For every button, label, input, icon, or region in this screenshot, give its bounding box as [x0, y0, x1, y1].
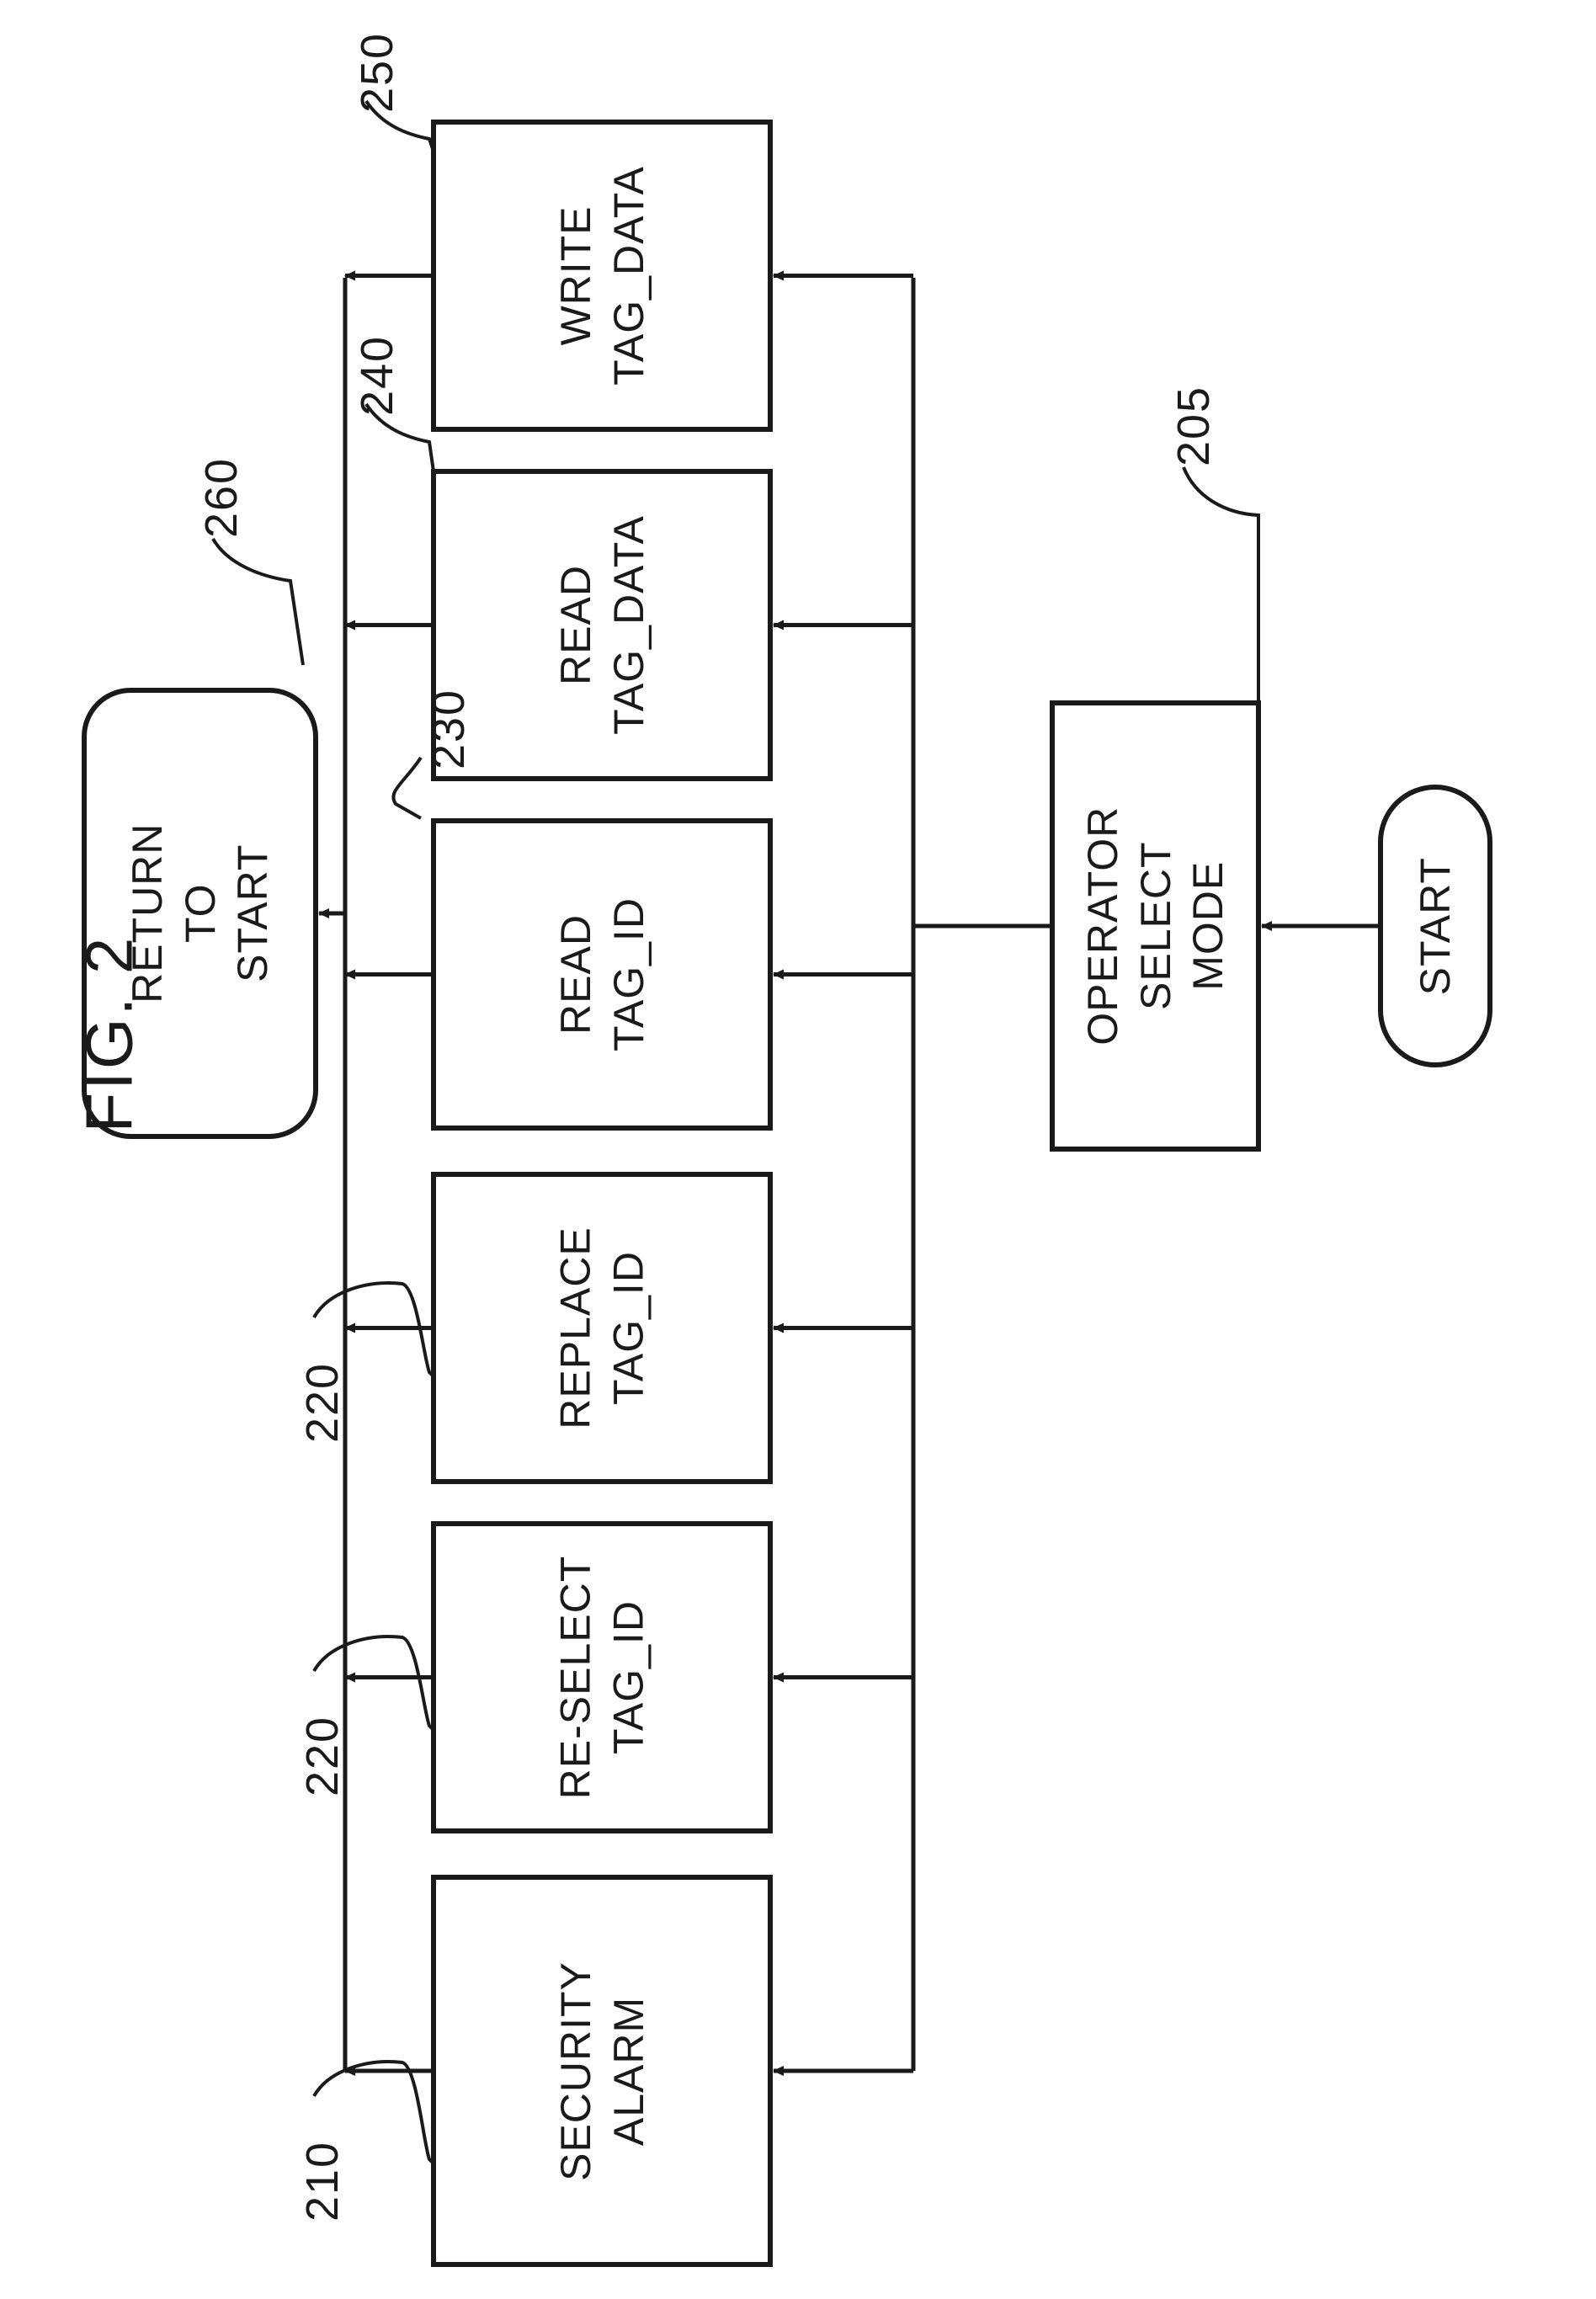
- write_data-label: WRITE TAG_DATA: [550, 166, 655, 386]
- read_data-label: READ TAG_DATA: [550, 515, 655, 735]
- figure-caption: FIG. 2: [72, 712, 148, 1133]
- reselect-label: RE-SELECT TAG_ID: [550, 1556, 655, 1800]
- start-node: START: [1381, 787, 1490, 1065]
- security_alarm-label: SECURITY ALARM: [550, 1961, 655, 2181]
- flowchart-svg: [0, 0, 1596, 2299]
- replace-label: REPLACE TAG_ID: [550, 1227, 655, 1429]
- leader-230: [393, 758, 421, 818]
- operator_select-label: OPERATOR SELECT MODE: [1077, 806, 1235, 1046]
- callout-210-security_alarm: 210: [296, 2141, 348, 2222]
- write_data-node: WRITE TAG_DATA: [434, 122, 770, 429]
- read_id-label: READ TAG_ID: [549, 897, 654, 1051]
- read_id-node: READ TAG_ID: [434, 821, 770, 1128]
- callout-220-replace: 220: [296, 1362, 348, 1443]
- leader-260: [213, 539, 303, 665]
- callout-230-read_id: 230: [423, 689, 475, 769]
- callout-260-return: 260: [195, 457, 247, 538]
- operator_select-node: OPERATOR SELECT MODE: [1052, 703, 1258, 1149]
- reselect-node: RE-SELECT TAG_ID: [434, 1524, 770, 1831]
- read_data-node: READ TAG_DATA: [434, 471, 770, 779]
- security_alarm-node: SECURITY ALARM: [434, 1877, 770, 2264]
- start-label: START: [1409, 857, 1462, 995]
- callout-205-operator_select: 205: [1168, 386, 1220, 466]
- flowchart-container: START OPERATOR SELECT MODE SECURITY ALARM R…: [0, 0, 1596, 2299]
- callout-240-read_data: 240: [351, 335, 403, 416]
- callout-250-write_data: 250: [351, 32, 403, 113]
- leader-205: [1184, 467, 1258, 703]
- callout-220-reselect: 220: [296, 1716, 348, 1796]
- replace-node: REPLACE TAG_ID: [434, 1174, 770, 1482]
